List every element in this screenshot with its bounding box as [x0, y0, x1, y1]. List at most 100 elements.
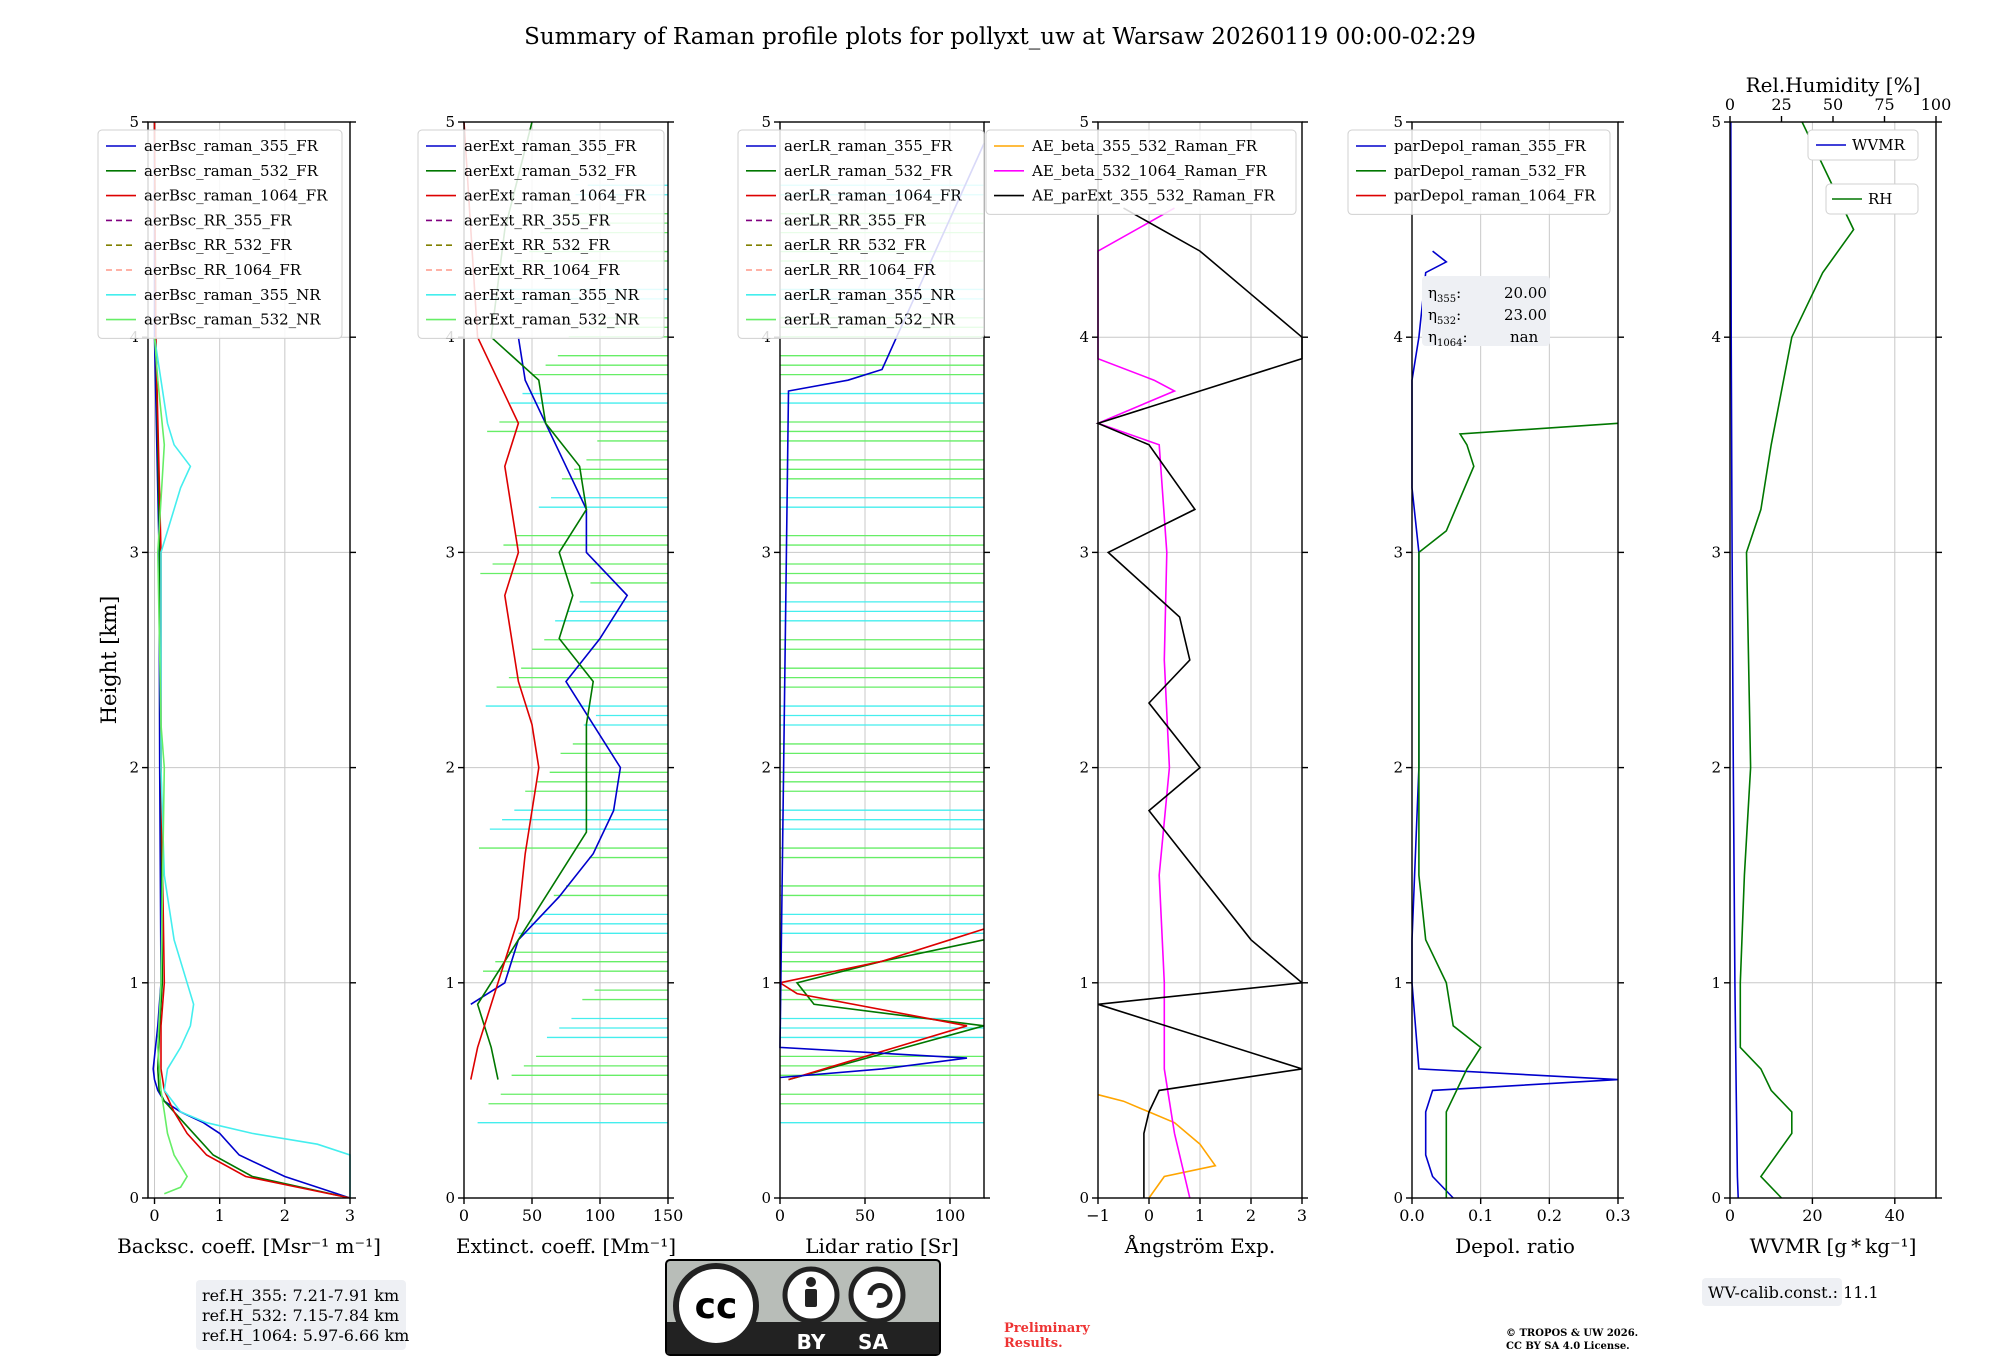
- x2-tick-label: 50: [1823, 95, 1843, 114]
- cc-text: cc: [695, 1286, 738, 1327]
- x-tick-label: 20: [1802, 1206, 1822, 1225]
- by-text: BY: [797, 1330, 826, 1354]
- sa-text: SA: [858, 1330, 888, 1354]
- x-tick-label: 1: [215, 1206, 225, 1225]
- panel-bsc: 0123450123Backsc. coeff. [Msr⁻¹ m⁻¹]aerB…: [97, 113, 381, 1258]
- legend-label: aerExt_raman_532_FR: [464, 162, 637, 180]
- x-tick-label: 0: [1144, 1206, 1154, 1225]
- x-axis-label: Extinct. coeff. [Mm⁻¹]: [456, 1234, 676, 1258]
- y-axis-label: Height [km]: [97, 596, 121, 725]
- panel-lr: 012345050100Lidar ratio [Sr]aerLR_raman_…: [737, 113, 990, 1258]
- series-aerExt_raman_355_FR: [470, 337, 629, 1005]
- y-tick-label: 2: [761, 759, 771, 777]
- legend-label: aerLR_raman_355_FR: [784, 137, 953, 155]
- legend-label: aerLR_RR_532_FR: [784, 236, 926, 254]
- legend-label: WVMR: [1852, 136, 1906, 154]
- copyright-line2: CC BY SA 4.0 License.: [1506, 1341, 1630, 1352]
- x-tick-label: 1: [1195, 1206, 1205, 1225]
- y-tick-label: 5: [445, 113, 455, 131]
- x-axis-label: Ångström Exp.: [1124, 1233, 1275, 1258]
- x-tick-label: 0: [775, 1206, 785, 1225]
- x-tick-label: 150: [653, 1206, 684, 1225]
- legend-label: aerLR_RR_1064_FR: [784, 261, 936, 279]
- axes-frame: [779, 121, 985, 1199]
- legend-label: parDepol_raman_355_FR: [1394, 137, 1587, 155]
- y-tick-label: 3: [1393, 543, 1403, 561]
- y-tick-label: 1: [1393, 974, 1403, 992]
- x-tick-label: 50: [855, 1206, 875, 1225]
- legend: aerLR_raman_355_FR aerLR_raman_532_FR aerL…: [737, 129, 985, 339]
- x-tick-label: 0: [1725, 1206, 1735, 1225]
- x-tick-label: −1: [1086, 1206, 1110, 1225]
- cc-icon: [673, 1263, 759, 1349]
- legend-label: aerExt_RR_355_FR: [464, 211, 611, 229]
- ref-height-355: ref.H_355: 7.21-7.91 km: [202, 1286, 399, 1305]
- legend-box: [1807, 129, 1919, 161]
- y-tick-label: 1: [445, 974, 455, 992]
- eta1064-value: nan: [1510, 328, 1539, 346]
- panel-ext: 012345050100150Extinct. coeff. [Mm⁻¹]aer…: [417, 113, 684, 1258]
- series-AE_beta_532_1064_Raman_FR: [1095, 207, 1191, 1199]
- legend-label: AE_parExt_355_532_Raman_FR: [1031, 187, 1276, 205]
- y-tick-label: 1: [1079, 974, 1089, 992]
- y-tick-label: 5: [1393, 113, 1403, 131]
- series-aerExt_raman_1064_FR: [463, 121, 540, 1080]
- y-tick-label: 2: [1393, 759, 1403, 777]
- y-tick-label: 0: [445, 1189, 455, 1207]
- series-WVMR: [1730, 121, 1739, 1199]
- x-tick-label: 40: [1885, 1206, 1905, 1225]
- legend-label: aerBsc_raman_355_FR: [144, 137, 319, 155]
- x2-tick-label: 75: [1874, 95, 1894, 114]
- eta-box: η355: 20.00 η532: 23.00 η1064: nan: [1422, 276, 1550, 349]
- ref-height-box: ref.H_355: 7.21-7.91 km ref.H_532: 7.15-…: [196, 1280, 409, 1350]
- y-tick-label: 2: [129, 759, 139, 777]
- x2-tick-label: 100: [1921, 95, 1952, 114]
- x-tick-label: 3: [1297, 1206, 1307, 1225]
- legend-label: aerLR_RR_355_FR: [784, 211, 926, 229]
- series-aerLR_raman_355_FR: [779, 143, 985, 1079]
- sa-share-icon: [848, 1266, 906, 1324]
- legend: AE_beta_355_532_Raman_FR AE_beta_532_1064…: [985, 129, 1297, 215]
- y-tick-label: 1: [1711, 974, 1721, 992]
- axes-frame: [147, 121, 351, 1199]
- legend-label: aerBsc_raman_532_FR: [144, 162, 319, 180]
- series-aerBsc_raman_355_NR: [153, 337, 351, 1198]
- axes-frame: [1411, 121, 1619, 1199]
- y-tick-label: 2: [1711, 759, 1721, 777]
- y-tick-label: 5: [1711, 113, 1721, 131]
- wv-calib-const: WV-calib.const.: 11.1: [1708, 1283, 1879, 1302]
- y-tick-label: 5: [761, 113, 771, 131]
- y-tick-label: 3: [761, 543, 771, 561]
- x-tick-label: 0: [149, 1206, 159, 1225]
- y-tick-label: 0: [1393, 1189, 1403, 1207]
- panel-depol: 0 1 2 3 4 5 0.0 0.1 0.2 0.3 Depol. ratio parDepol_r…: [1347, 113, 1631, 1258]
- x-axis-label: Backsc. coeff. [Msr⁻¹ m⁻¹]: [117, 1234, 381, 1258]
- ref-height-532: ref.H_532: 7.15-7.84 km: [202, 1306, 399, 1325]
- legend-label: aerBsc_raman_1064_FR: [144, 187, 328, 205]
- x-tick-label: 3: [345, 1206, 355, 1225]
- figure-title: Summary of Raman profile plots for polly…: [524, 24, 1476, 50]
- legend-label: aerBsc_raman_532_NR: [144, 311, 321, 329]
- wv-calib-box: WV-calib.const.: 11.1: [1702, 1278, 1879, 1306]
- x-tick-label: 100: [935, 1206, 966, 1225]
- legend-label: RH: [1868, 190, 1892, 208]
- y-tick-label: 5: [1079, 113, 1089, 131]
- series-aerBsc_raman_532_NR: [153, 337, 189, 1195]
- legend-label: parDepol_raman_532_FR: [1394, 162, 1587, 180]
- x-tick-label: 50: [522, 1206, 542, 1225]
- legend-label: aerLR_raman_532_FR: [784, 162, 953, 180]
- y-tick-label: 3: [445, 543, 455, 561]
- y-tick-label: 3: [1711, 543, 1721, 561]
- y-tick-label: 2: [1079, 759, 1089, 777]
- y-tick-label: 0: [1711, 1189, 1721, 1207]
- legend: parDepol_raman_355_FR parDepol_raman_532_…: [1347, 129, 1611, 215]
- y-tick-label: 0: [761, 1189, 771, 1207]
- legend-label: aerExt_raman_355_NR: [464, 286, 640, 304]
- cc-license-badge: cc BY SA: [665, 1259, 941, 1356]
- x-tick-label: 2: [1246, 1206, 1256, 1225]
- legend-box: [737, 129, 985, 339]
- legend-label: aerBsc_RR_532_FR: [144, 236, 292, 254]
- legend-label: aerExt_RR_532_FR: [464, 236, 611, 254]
